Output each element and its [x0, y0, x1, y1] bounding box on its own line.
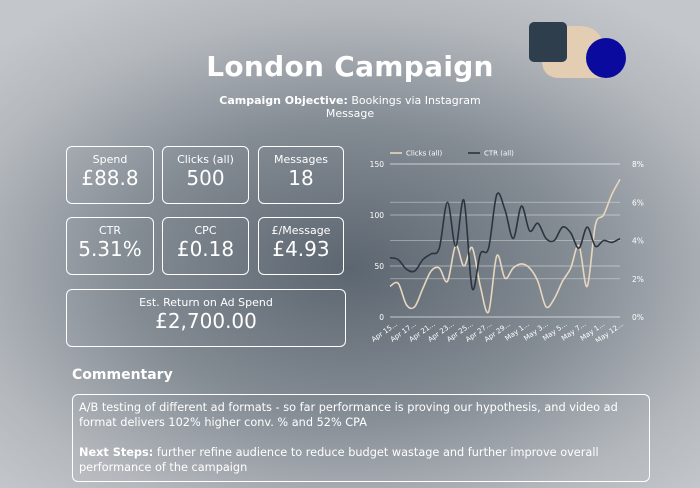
kpi-value: 500	[186, 166, 225, 190]
kpi-spend: Spend £88.8	[66, 146, 154, 204]
commentary-heading: Commentary	[72, 367, 173, 383]
series-line-ctr	[389, 192, 621, 291]
objective-value: Bookings via Instagram Message	[325, 94, 481, 120]
y-left-tick-label: 0	[379, 313, 384, 322]
series-line-clicks	[389, 178, 621, 314]
campaign-objective: Campaign Objective: Bookings via Instagr…	[218, 94, 482, 120]
kpi-value: £2,700.00	[155, 309, 257, 333]
y-right-tick-label: 8%	[632, 160, 644, 169]
kpi-clicks: Clicks (all) 500	[162, 146, 249, 204]
objective-label: Campaign Objective:	[219, 94, 348, 107]
kpi-cpc: CPC £0.18	[162, 217, 249, 275]
y-left-tick-label: 50	[374, 262, 384, 271]
kpi-est-roas: Est. Return on Ad Spend £2,700.00	[66, 289, 346, 347]
kpi-label: CPC	[194, 224, 217, 237]
kpi-label: CTR	[98, 224, 122, 237]
kpi-label: Messages	[274, 153, 328, 166]
logo-blue-circle	[586, 38, 626, 78]
legend-label: Clicks (all)	[406, 150, 442, 158]
commentary-paragraph: A/B testing of different ad formats - so…	[79, 401, 618, 429]
kpi-ctr: CTR 5.31%	[66, 217, 154, 275]
kpi-label: Spend	[92, 153, 128, 166]
kpi-value: 5.31%	[78, 237, 142, 261]
legend-label: CTR (all)	[484, 150, 514, 158]
kpi-label: £/Message	[271, 224, 331, 237]
kpi-cost-per-message: £/Message £4.93	[258, 217, 344, 275]
y-left-tick-label: 150	[370, 160, 385, 169]
logo-dark-square	[529, 22, 567, 62]
kpi-value: £4.93	[272, 237, 330, 261]
commentary-box: A/B testing of different ad formats - so…	[72, 394, 650, 482]
y-right-tick-label: 6%	[632, 198, 644, 207]
kpi-value: 18	[288, 166, 314, 190]
next-steps-label: Next Steps:	[79, 446, 154, 459]
kpi-messages: Messages 18	[258, 146, 344, 204]
kpi-value: £88.8	[81, 166, 139, 190]
kpi-label: Est. Return on Ad Spend	[139, 296, 273, 309]
next-steps: Next Steps: further refine audience to r…	[79, 445, 643, 475]
page-title: London Campaign	[206, 50, 494, 83]
y-left-tick-label: 100	[370, 211, 385, 220]
brand-logo	[529, 22, 626, 78]
y-right-tick-label: 4%	[632, 237, 644, 246]
kpi-label: Clicks (all)	[177, 153, 234, 166]
y-right-tick-label: 2%	[632, 275, 644, 284]
y-right-tick-label: 0%	[632, 313, 644, 322]
kpi-value: £0.18	[176, 237, 235, 261]
next-steps-text: further refine audience to reduce budget…	[79, 446, 599, 474]
